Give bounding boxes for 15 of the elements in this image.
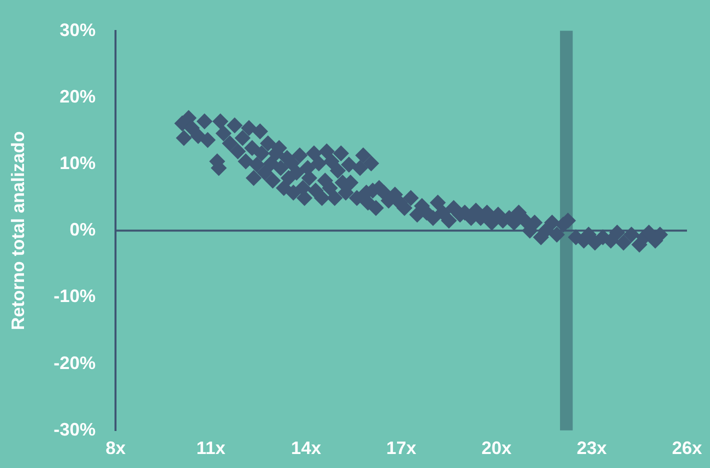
- x-tick-label: 17x: [386, 438, 416, 458]
- y-tick-label: 30%: [60, 20, 96, 40]
- y-tick-label: -30%: [54, 419, 96, 440]
- x-tick-label: 14x: [291, 438, 322, 458]
- x-tick-label: 26x: [672, 438, 702, 458]
- y-axis-title: Retorno total analizado: [8, 131, 28, 330]
- y-tick-label: 0%: [70, 220, 96, 240]
- x-tick-label: 8x: [106, 438, 126, 458]
- x-tick-label: 20x: [482, 438, 512, 458]
- x-tick-label: 23x: [576, 438, 607, 458]
- y-tick-label: 10%: [60, 152, 96, 173]
- y-tick-label: -10%: [54, 286, 96, 306]
- y-tick-label: -20%: [54, 352, 96, 373]
- x-tick-label: 11x: [196, 438, 226, 458]
- y-tick-label: 20%: [60, 86, 96, 106]
